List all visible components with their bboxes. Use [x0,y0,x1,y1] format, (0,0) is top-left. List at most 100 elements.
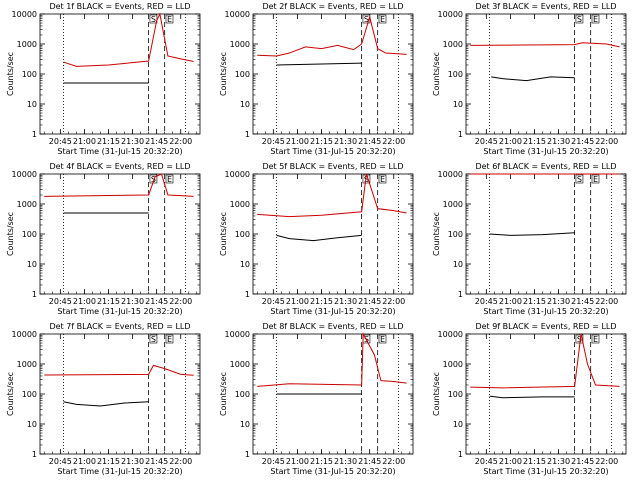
x-tick-label: 21:30 [334,297,357,306]
marker-label: S [151,335,156,344]
y-tick-label: 10000 [225,170,250,179]
y-tick-label: 10000 [225,10,250,19]
x-tick-label: 21:45 [145,137,168,146]
events-series-line [63,401,149,407]
x-tick-label: 21:15 [310,137,333,146]
marker-label: S [577,335,582,344]
marker-label: S [151,175,156,184]
marker-label: E [593,335,598,344]
y-axis-title: Counts/sec [219,372,228,416]
chart-title: Det 6f BLACK = Events, RED = LLD [475,162,616,171]
events-series-line [276,234,362,242]
events-series-line [276,62,362,66]
marker-label: E [167,335,172,344]
marker-label: E [167,15,172,24]
y-tick-label: 10 [453,260,463,269]
chart-title: Det 2f BLACK = Events, RED = LLD [262,2,403,11]
x-tick-label: 21:30 [121,297,144,306]
x-tick-label: 21:45 [358,457,381,466]
x-tick-label: 21:15 [310,297,333,306]
x-tick-label: 20:45 [49,137,72,146]
x-tick-label: 21:00 [286,297,309,306]
plot-frame [39,13,201,135]
marker-box [591,14,600,24]
y-tick-label: 1000 [443,200,463,209]
x-tick-label: 22:00 [382,457,405,466]
plot-frame [39,333,201,455]
x-tick-label: 21:00 [73,137,96,146]
marker-box [591,174,600,184]
marker-label: E [167,175,172,184]
y-tick-label: 1 [32,450,37,459]
detector-chart: Det 8f BLACK = Events, RED = LLD 1 10 100 10… [219,322,414,476]
y-tick-label: 1000 [230,200,250,209]
marker-box [575,14,584,24]
chart-title: Det 3f BLACK = Events, RED = LLD [475,2,616,11]
plot-frame [252,173,414,295]
marker-label: S [577,175,582,184]
y-tick-label: 100 [448,390,463,399]
y-tick-label: 1 [245,450,250,459]
marker-box [378,334,387,344]
y-tick-label: 10000 [12,10,37,19]
y-tick-label: 1 [245,130,250,139]
x-tick-label: 20:45 [475,457,498,466]
lld-series-line [470,333,620,389]
y-tick-label: 1 [458,450,463,459]
x-tick-label: 21:00 [73,457,96,466]
x-tick-label: 21:30 [334,457,357,466]
lld-series-line [44,173,194,197]
x-tick-label: 20:45 [262,457,285,466]
x-tick-label: 21:45 [358,137,381,146]
y-tick-label: 1000 [230,360,250,369]
chart-title: Det 8f BLACK = Events, RED = LLD [262,322,403,331]
x-axis-title: Start Time (31-Jul-15 20:32:20) [270,147,395,156]
lld-series-line [257,15,407,57]
y-tick-label: 100 [235,70,250,79]
x-tick-label: 21:00 [499,137,522,146]
x-tick-label: 22:00 [169,457,192,466]
marker-label: E [593,175,598,184]
x-tick-label: 22:00 [169,137,192,146]
detector-chart: Det 9f BLACK = Events, RED = LLD 1 10 100 10… [432,322,627,476]
y-axis-title: Counts/sec [432,372,441,416]
marker-box [149,174,158,184]
x-tick-label: 21:30 [121,457,144,466]
detector-chart: Det 7f BLACK = Events, RED = LLD 1 10 100 10… [6,322,201,476]
y-tick-label: 10000 [225,330,250,339]
x-tick-label: 22:00 [595,137,618,146]
y-tick-label: 1 [458,290,463,299]
x-axis-title: Start Time (31-Jul-15 20:32:20) [483,147,608,156]
x-tick-label: 21:30 [547,457,570,466]
x-tick-label: 20:45 [49,297,72,306]
x-axis-title: Start Time (31-Jul-15 20:32:20) [57,467,182,476]
plot-frame [39,173,201,295]
x-tick-label: 21:15 [523,297,546,306]
y-tick-label: 100 [22,390,37,399]
y-tick-label: 1 [32,130,37,139]
x-tick-label: 22:00 [382,297,405,306]
marker-box [591,334,600,344]
x-tick-label: 21:45 [571,137,594,146]
detector-chart: Det 6f BLACK = Events, RED = LLD 1 10 100 10… [432,162,627,316]
marker-label: S [577,15,582,24]
y-tick-label: 10 [27,420,37,429]
x-axis-title: Start Time (31-Jul-15 20:32:20) [270,467,395,476]
marker-label: E [593,15,598,24]
x-tick-label: 21:45 [145,457,168,466]
marker-box [165,14,174,24]
y-axis-title: Counts/sec [6,52,15,96]
marker-label: S [364,15,369,24]
chart-title: Det 7f BLACK = Events, RED = LLD [49,322,190,331]
y-tick-label: 1 [32,290,37,299]
x-tick-label: 21:15 [523,137,546,146]
y-tick-label: 100 [22,70,37,79]
x-tick-label: 21:00 [499,297,522,306]
x-tick-label: 21:45 [145,297,168,306]
y-tick-label: 10 [453,100,463,109]
x-tick-label: 21:45 [571,457,594,466]
x-axis-title: Start Time (31-Jul-15 20:32:20) [270,307,395,316]
detector-chart: Det 2f BLACK = Events, RED = LLD 1 10 100 10… [219,2,414,156]
marker-label: S [151,15,156,24]
